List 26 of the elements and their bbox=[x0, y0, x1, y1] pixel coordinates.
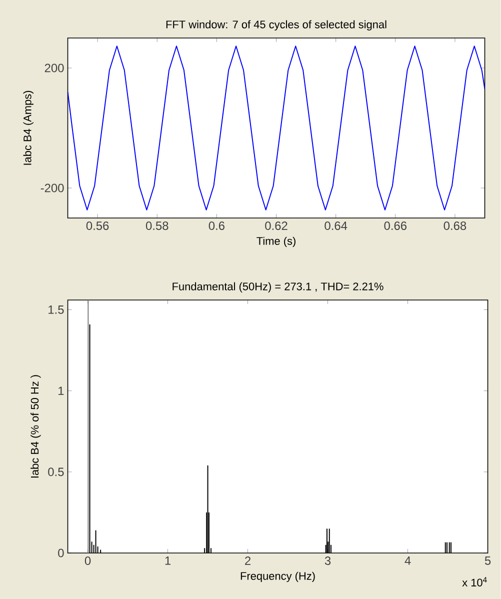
x-tick-label: 0.56 bbox=[86, 222, 109, 230]
x-tick-label: 0.6 bbox=[208, 222, 225, 230]
x-tick-label: 2 bbox=[245, 556, 251, 565]
y-tick-label: 200 bbox=[45, 64, 64, 72]
x-tick-label: 0 bbox=[85, 556, 91, 565]
text: x 10$^{4}$ bbox=[462, 577, 487, 586]
x-tick-label: 0.66 bbox=[384, 222, 407, 230]
y-axis-title: Iabc B4 (Amps) bbox=[23, 90, 34, 165]
x-tick-label: 5 bbox=[485, 556, 491, 565]
x-tick-label: 0.58 bbox=[146, 222, 168, 230]
x-tick-label: 4 bbox=[404, 556, 411, 565]
x-axis-title: Frequency (Hz) bbox=[241, 572, 315, 582]
y-tick-label: 1 bbox=[58, 386, 64, 395]
x-tick-label: 0.68 bbox=[444, 222, 466, 230]
chart-title: Fundamental (50Hz) = 273.1 , THD= 2.21% bbox=[172, 282, 384, 292]
y-tick-label: 0 bbox=[58, 548, 64, 558]
x-tick-label: 3 bbox=[325, 556, 331, 565]
x-tick-label: 1 bbox=[165, 556, 171, 565]
y-axis-title: Iabc B4 (% of 50 Hz ) bbox=[30, 375, 41, 478]
x-tick-label: 0.64 bbox=[324, 222, 348, 230]
y-tick-label: 0.5 bbox=[48, 468, 64, 476]
x-axis-title: Time (s) bbox=[256, 236, 296, 248]
x-tick-label: 0.62 bbox=[265, 222, 288, 230]
y-tick-label: 1.5 bbox=[48, 306, 64, 314]
chart-title: FFT window: 7 of 45 cycles of selected signal bbox=[166, 20, 386, 30]
y-tick-label: -200 bbox=[40, 184, 64, 192]
